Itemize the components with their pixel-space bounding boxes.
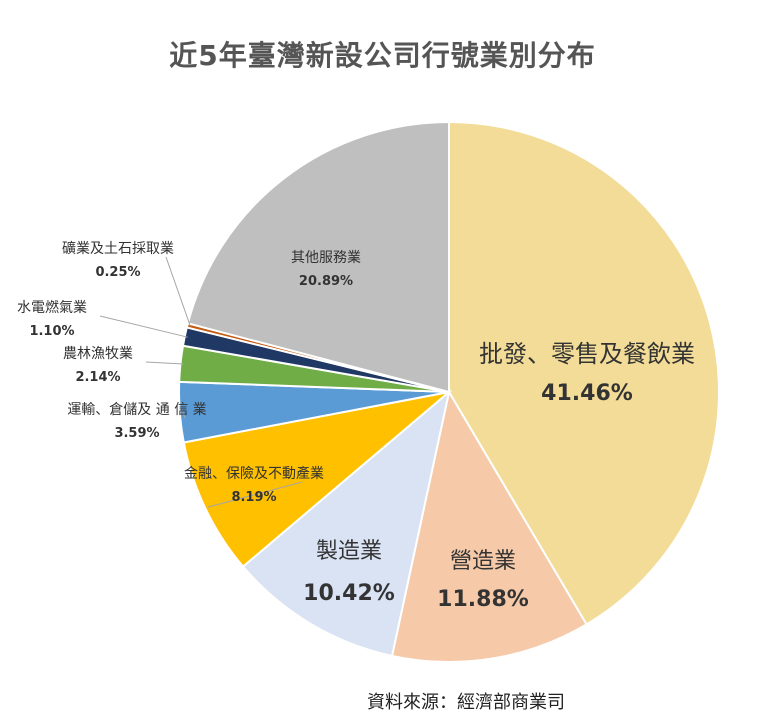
- pie-slices: [178, 120, 720, 663]
- leader-lines: [99, 256, 303, 508]
- slice-value-label: 41.46%: [541, 381, 633, 406]
- slice-value-label: 10.42%: [303, 581, 395, 606]
- slice-value-label: 11.88%: [437, 587, 529, 612]
- chart-title: 近5年臺灣新設公司行號業別分布: [169, 39, 596, 72]
- pie-slice: [390, 389, 588, 663]
- slice-value-label: 8.19%: [231, 490, 276, 505]
- slice-labels: 批發、零售及餐飲業 41.46% 營造業 11.88% 製造業 10.42% 金融、保險及不…: [17, 240, 695, 612]
- pie-slice: [448, 120, 720, 626]
- slice-value-label: 20.89%: [299, 274, 353, 289]
- slice-value-label: 0.25%: [95, 265, 140, 280]
- leader-line: [207, 481, 303, 508]
- pie-slice: [186, 120, 450, 394]
- slice-value-label: 3.59%: [114, 426, 159, 441]
- slice-value-label: 1.10%: [29, 324, 74, 339]
- source-note: 資料來源：經濟部商業司: [367, 692, 565, 713]
- slice-label: 批發、零售及餐飲業: [479, 340, 695, 368]
- slice-label: 製造業: [316, 539, 382, 564]
- slice-label: 農林漁牧業: [63, 346, 133, 362]
- slice-label: 礦業及土石採取業: [62, 240, 174, 257]
- slice-label: 其他服務業: [291, 250, 361, 266]
- pie-slice: [182, 390, 453, 568]
- slice-value-label: 2.14%: [75, 370, 120, 385]
- slice-label: 運輸、倉儲及 通 信 業: [67, 402, 206, 418]
- leader-line: [182, 411, 186, 419]
- slice-label: 金融、保險及不動產業: [184, 465, 324, 482]
- slice-label: 水電燃氣業: [17, 299, 87, 316]
- leader-line: [99, 315, 188, 338]
- leader-line: [165, 256, 191, 327]
- leader-line: [145, 361, 184, 365]
- slice-label: 營造業: [450, 549, 516, 574]
- pie-slice: [241, 389, 451, 658]
